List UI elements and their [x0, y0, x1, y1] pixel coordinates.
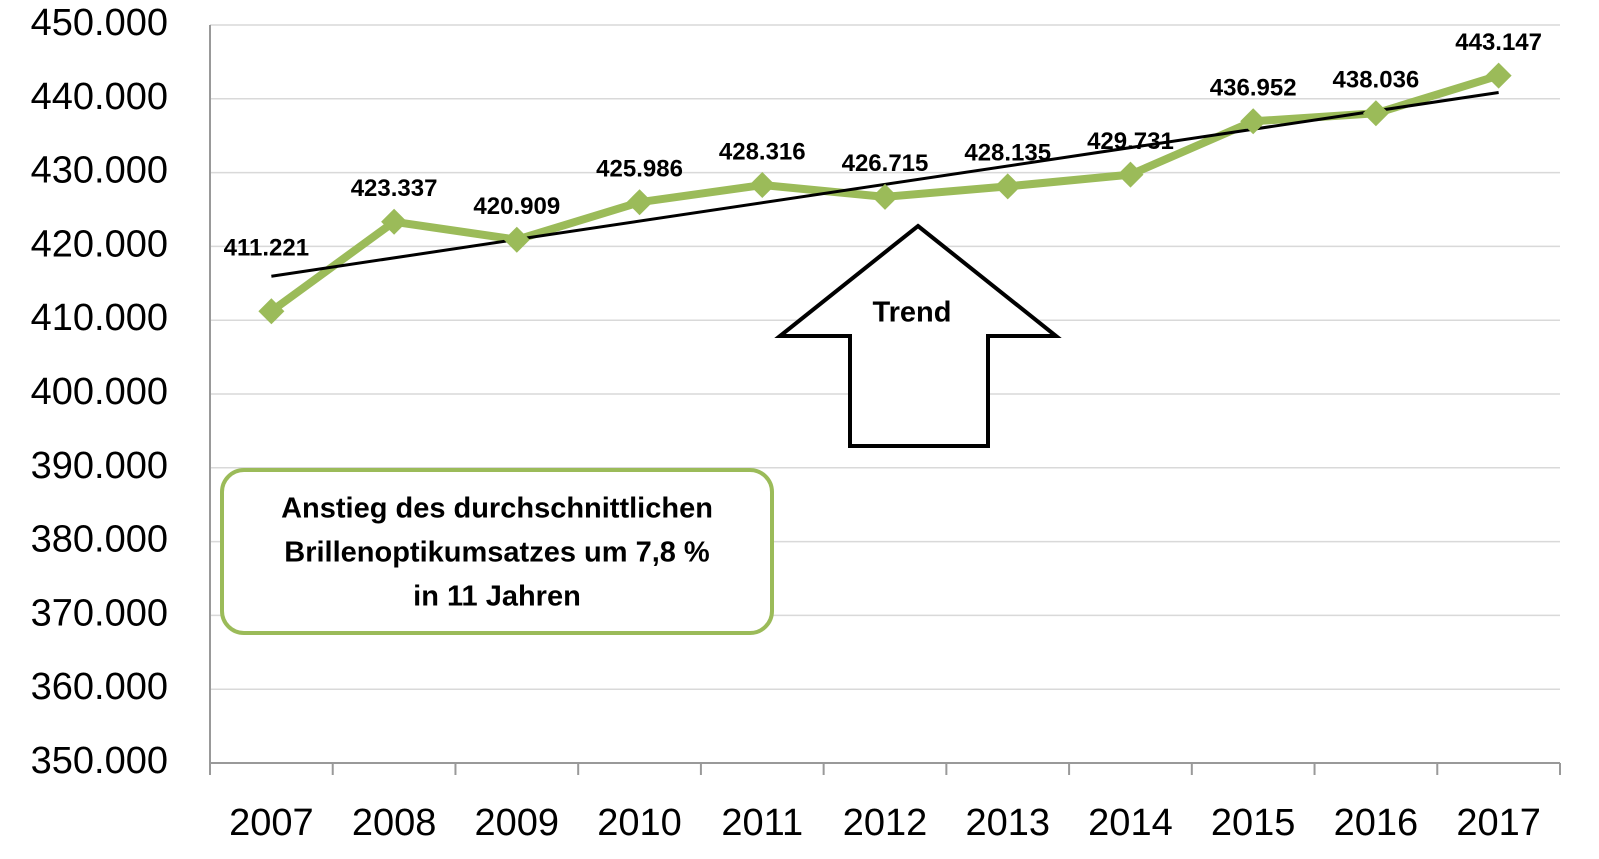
data-point [872, 183, 898, 210]
note-line: in 11 Jahren [413, 581, 581, 613]
data-point [626, 189, 653, 216]
y-tick-label: 450.000 [31, 2, 168, 44]
data-label: 438.036 [1333, 67, 1420, 94]
data-label: 426.715 [842, 150, 929, 177]
trend-arrow [774, 223, 1062, 448]
x-tick-label: 2012 [843, 802, 928, 844]
data-label: 428.316 [719, 138, 806, 165]
x-tick-label: 2016 [1334, 802, 1419, 844]
x-tick-label: 2011 [721, 802, 803, 844]
data-label: 429.731 [1087, 128, 1174, 155]
x-tick-label: 2009 [475, 802, 560, 844]
y-tick-label: 440.000 [31, 76, 168, 118]
y-tick-label: 410.000 [31, 297, 168, 339]
y-tick-label: 390.000 [31, 445, 168, 487]
data-point [503, 226, 530, 253]
data-label: 428.135 [964, 140, 1051, 167]
data-point [1240, 108, 1267, 135]
data-label: 423.337 [351, 175, 438, 202]
data-point [994, 173, 1021, 200]
y-tick-label: 400.000 [31, 371, 168, 413]
data-label: 425.986 [596, 156, 683, 183]
data-point [258, 298, 285, 325]
data-label: 411.221 [224, 235, 309, 262]
note-box [220, 468, 774, 635]
note-line: Brillenoptikumsatzes um 7,8 % [284, 537, 710, 569]
y-tick-label: 420.000 [31, 223, 168, 265]
data-label: 436.952 [1210, 75, 1297, 102]
y-tick-label: 360.000 [31, 666, 168, 708]
data-point [749, 172, 776, 199]
x-tick-label: 2007 [229, 802, 314, 844]
data-point [381, 208, 408, 235]
data-point [1117, 161, 1144, 188]
y-tick-label: 350.000 [31, 740, 168, 782]
x-tick-label: 2017 [1456, 802, 1541, 844]
data-label: 420.909 [473, 193, 560, 220]
x-tick-label: 2013 [965, 802, 1050, 844]
y-tick-label: 380.000 [31, 519, 168, 561]
x-tick-label: 2008 [352, 802, 437, 844]
data-point [1362, 100, 1389, 127]
note-line: Anstieg des durchschnittlichen [281, 493, 713, 525]
data-point [1485, 62, 1512, 89]
x-tick-label: 2014 [1088, 802, 1173, 844]
x-tick-label: 2015 [1211, 802, 1296, 844]
arrow-text: Trend [873, 297, 952, 329]
data-label: 443.147 [1455, 29, 1542, 56]
y-tick-label: 430.000 [31, 150, 168, 192]
y-tick-label: 370.000 [31, 592, 168, 634]
x-tick-label: 2010 [597, 802, 682, 844]
